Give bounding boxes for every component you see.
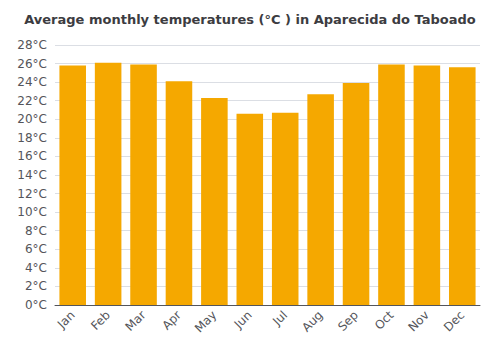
svg-text:2°C: 2°C: [25, 279, 47, 293]
svg-text:Jul: Jul: [269, 308, 290, 329]
svg-text:4°C: 4°C: [25, 261, 47, 275]
svg-text:6°C: 6°C: [25, 242, 47, 256]
svg-text:18°C: 18°C: [17, 131, 47, 145]
svg-text:Dec: Dec: [441, 308, 467, 334]
svg-text:14°C: 14°C: [17, 168, 47, 182]
svg-text:28°C: 28°C: [17, 38, 47, 52]
svg-text:Mar: Mar: [123, 308, 149, 334]
svg-text:22°C: 22°C: [17, 94, 47, 108]
svg-text:Apr: Apr: [159, 308, 184, 333]
svg-text:Nov: Nov: [405, 308, 431, 334]
svg-text:Jun: Jun: [231, 308, 255, 332]
svg-text:Average monthly temperatures (: Average monthly temperatures (°C ) in Ap…: [24, 12, 476, 27]
svg-text:Jan: Jan: [54, 308, 78, 332]
svg-text:20°C: 20°C: [17, 112, 47, 126]
svg-text:8°C: 8°C: [25, 224, 47, 238]
svg-text:0°C: 0°C: [25, 298, 47, 312]
svg-text:16°C: 16°C: [17, 149, 47, 163]
svg-text:Sep: Sep: [335, 308, 361, 334]
svg-text:Oct: Oct: [372, 308, 397, 333]
svg-text:Feb: Feb: [88, 308, 113, 333]
svg-text:Aug: Aug: [299, 308, 325, 334]
svg-text:10°C: 10°C: [17, 205, 47, 219]
svg-text:24°C: 24°C: [17, 75, 47, 89]
svg-text:26°C: 26°C: [17, 57, 47, 71]
svg-text:May: May: [192, 308, 219, 335]
svg-text:12°C: 12°C: [17, 187, 47, 201]
